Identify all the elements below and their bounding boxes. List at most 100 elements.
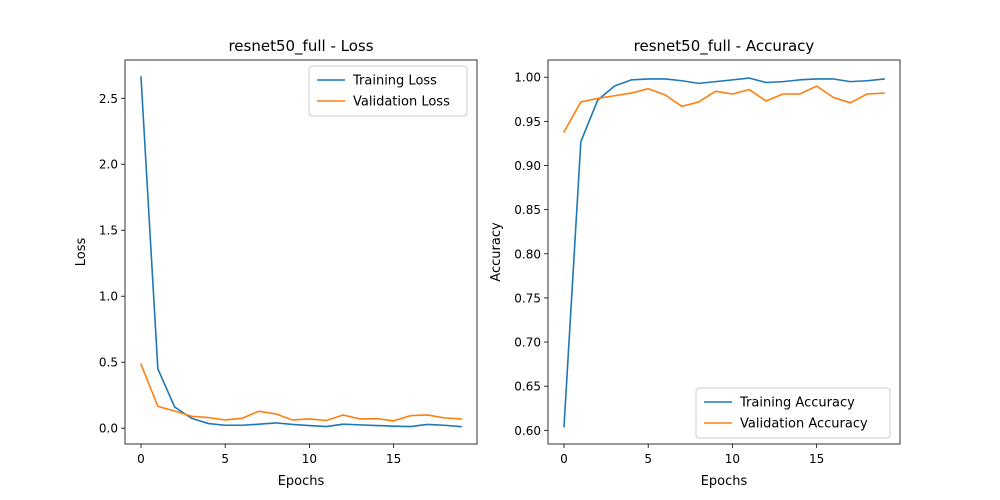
training-accuracy-point bbox=[748, 77, 750, 79]
training-loss-point bbox=[309, 425, 311, 427]
validation-accuracy-point bbox=[732, 93, 734, 95]
validation-loss-legend-label: Validation Loss bbox=[353, 95, 450, 110]
validation-accuracy-point bbox=[816, 85, 818, 87]
validation-loss-point bbox=[241, 417, 243, 419]
validation-accuracy-point bbox=[883, 92, 885, 94]
validation-accuracy-point bbox=[850, 102, 852, 104]
training-accuracy-point bbox=[715, 81, 717, 83]
validation-loss-point bbox=[427, 414, 429, 416]
loss-x-tick-label: 0 bbox=[137, 452, 145, 466]
training-loss-point bbox=[443, 424, 445, 426]
training-accuracy-legend-label: Training Accuracy bbox=[739, 396, 855, 411]
loss-y-axis-label: Loss bbox=[74, 238, 89, 267]
loss-x-tick-label: 15 bbox=[386, 452, 401, 466]
training-loss-point bbox=[191, 417, 193, 419]
validation-accuracy-point bbox=[681, 106, 683, 108]
validation-loss-point bbox=[443, 417, 445, 419]
accuracy-y-tick-label: 0.95 bbox=[514, 115, 541, 129]
training-accuracy-point bbox=[563, 426, 565, 428]
validation-accuracy-point bbox=[715, 91, 717, 93]
loss-axes-frame bbox=[124, 59, 478, 445]
validation-accuracy-point bbox=[833, 97, 835, 99]
validation-loss-point bbox=[258, 410, 260, 412]
validation-accuracy-point bbox=[580, 101, 582, 103]
accuracy-legend: Training Accuracy Validation Accuracy bbox=[695, 387, 891, 439]
validation-accuracy-point bbox=[748, 89, 750, 91]
accuracy-y-tick-label: 0.85 bbox=[514, 203, 541, 217]
training-accuracy-point bbox=[850, 81, 852, 83]
accuracy-y-tick-label: 0.65 bbox=[514, 380, 541, 394]
training-loss-point bbox=[376, 425, 378, 427]
loss-y-tick-label: 0.5 bbox=[99, 356, 118, 370]
training-accuracy-point bbox=[597, 99, 599, 101]
validation-loss-point bbox=[140, 363, 142, 365]
validation-accuracy-point bbox=[563, 131, 565, 133]
validation-accuracy-point bbox=[866, 93, 868, 95]
accuracy-y-tick-label: 0.75 bbox=[514, 291, 541, 305]
training-loss-point bbox=[342, 423, 344, 425]
training-loss-point bbox=[460, 426, 462, 428]
training-accuracy-point bbox=[681, 80, 683, 82]
training-loss-point bbox=[208, 423, 210, 425]
validation-accuracy-point bbox=[647, 88, 649, 90]
loss-y-tick-label: 0.0 bbox=[99, 422, 118, 436]
loss-legend-box bbox=[308, 65, 468, 117]
accuracy-x-tick-label: 5 bbox=[644, 452, 652, 466]
validation-accuracy-point bbox=[765, 100, 767, 102]
training-loss-line bbox=[140, 76, 462, 428]
training-accuracy-point bbox=[698, 83, 700, 85]
validation-loss-point bbox=[275, 413, 277, 415]
training-loss-point bbox=[325, 426, 327, 428]
training-accuracy-point bbox=[631, 79, 633, 81]
validation-loss-point bbox=[309, 418, 311, 420]
validation-accuracy-point bbox=[782, 93, 784, 95]
accuracy-legend-box bbox=[695, 387, 891, 439]
accuracy-x-tick-label: 10 bbox=[725, 452, 740, 466]
validation-loss-point bbox=[460, 418, 462, 420]
loss-x-tick-label: 5 bbox=[221, 452, 229, 466]
validation-accuracy-point bbox=[698, 101, 700, 103]
loss-chart-title: resnet50_full - Loss bbox=[228, 37, 373, 56]
validation-loss-point bbox=[325, 420, 327, 422]
accuracy-x-axis-label: Epochs bbox=[701, 474, 748, 489]
loss-x-tick-label: 10 bbox=[302, 452, 317, 466]
training-accuracy-line bbox=[563, 77, 885, 428]
loss-subplot: resnet50_full - Loss Epochs Loss 0 5 10 15 0… bbox=[74, 37, 478, 489]
validation-loss-point bbox=[410, 415, 412, 417]
training-accuracy-point bbox=[614, 85, 616, 87]
training-accuracy-point bbox=[833, 78, 835, 80]
accuracy-y-tick-label: 0.80 bbox=[514, 247, 541, 261]
validation-accuracy-point bbox=[597, 98, 599, 100]
validation-accuracy-point bbox=[799, 93, 801, 95]
training-accuracy-point bbox=[732, 79, 734, 81]
training-accuracy-point bbox=[580, 141, 582, 143]
validation-loss-point bbox=[393, 420, 395, 422]
training-loss-legend-label: Training Loss bbox=[352, 74, 437, 89]
training-loss-point bbox=[410, 426, 412, 428]
accuracy-axes-frame bbox=[547, 59, 901, 445]
validation-loss-point bbox=[174, 410, 176, 412]
validation-loss-point bbox=[157, 406, 159, 408]
training-loss-point bbox=[359, 424, 361, 426]
accuracy-y-axis-label: Accuracy bbox=[489, 222, 504, 282]
validation-accuracy-line bbox=[562, 85, 885, 134]
accuracy-y-tick-label: 0.60 bbox=[514, 424, 541, 438]
training-loss-point bbox=[157, 368, 159, 370]
validation-accuracy-point bbox=[664, 94, 666, 96]
training-loss-point bbox=[393, 425, 395, 427]
training-loss-point bbox=[224, 424, 226, 426]
accuracy-y-tick-label: 0.70 bbox=[514, 336, 541, 350]
accuracy-x-tick-label: 0 bbox=[560, 452, 568, 466]
validation-loss-point bbox=[376, 418, 378, 420]
loss-y-tick-label: 2.5 bbox=[99, 92, 118, 106]
training-accuracy-point bbox=[883, 78, 885, 80]
training-loss-point bbox=[140, 76, 142, 78]
training-accuracy-point bbox=[765, 82, 767, 84]
validation-loss-point bbox=[208, 417, 210, 419]
validation-loss-point bbox=[359, 418, 361, 420]
training-loss-point bbox=[427, 424, 429, 426]
training-accuracy-point bbox=[664, 78, 666, 80]
validation-loss-point bbox=[292, 419, 294, 421]
accuracy-x-tick-label: 15 bbox=[809, 452, 824, 466]
